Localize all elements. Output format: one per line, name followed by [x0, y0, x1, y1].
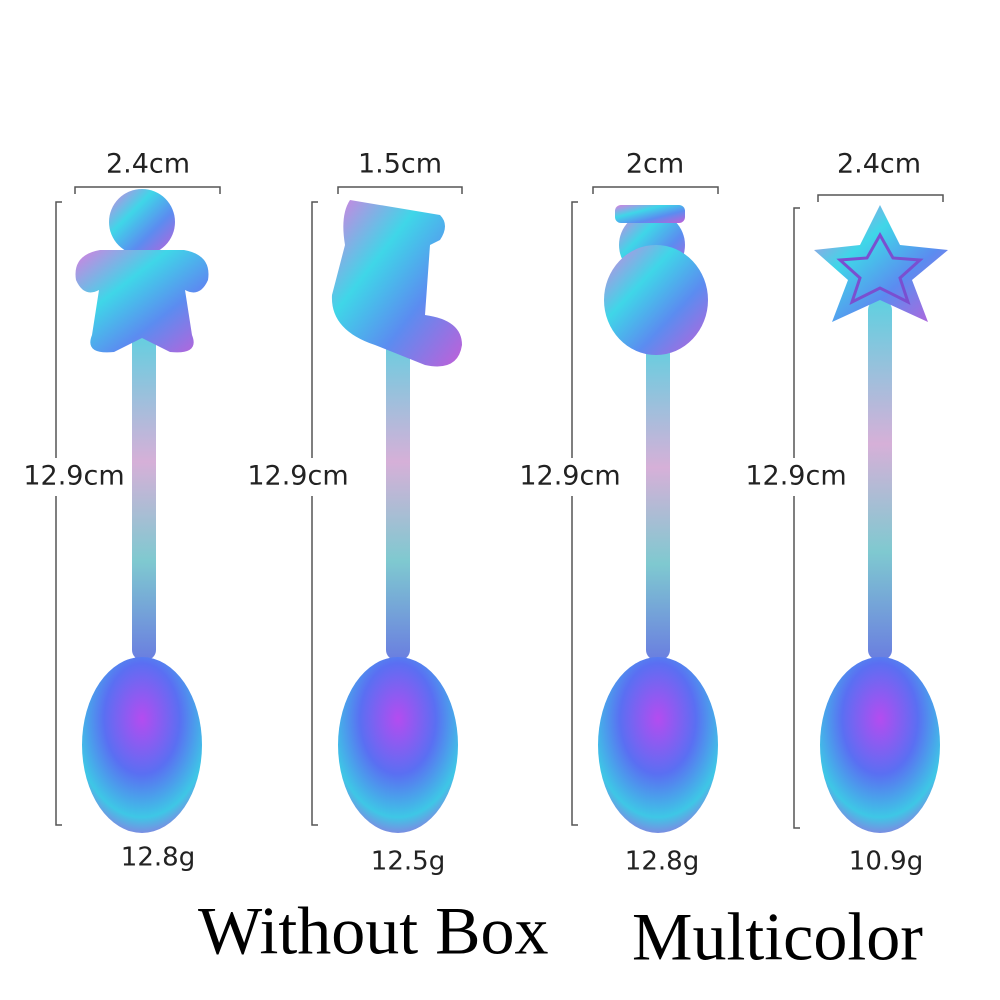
- length-label: 12.9cm: [519, 461, 620, 492]
- length-label: 12.9cm: [23, 461, 124, 492]
- width-label: 2cm: [626, 149, 684, 180]
- labels: 2.4cm 1.5cm 2cm 2.4cm 12.9cm 12.9cm 12.9…: [20, 149, 923, 975]
- spoon: [331, 200, 462, 833]
- spoon: [814, 205, 948, 833]
- weight-label: 10.9g: [849, 847, 923, 877]
- length-label: 12.9cm: [745, 461, 846, 492]
- weight-label: 12.5g: [371, 847, 445, 877]
- spoon: [75, 189, 209, 833]
- width-label: 2.4cm: [837, 149, 921, 180]
- caption-color: Multicolor: [632, 899, 923, 975]
- width-label: 1.5cm: [358, 149, 442, 180]
- spoon: [598, 205, 718, 833]
- dimension-brackets: [55, 186, 944, 829]
- caption-box: Without Box: [198, 893, 549, 969]
- width-label: 2.4cm: [106, 149, 190, 180]
- weight-label: 12.8g: [625, 847, 699, 877]
- weight-label: 12.8g: [121, 843, 195, 873]
- spoons: [75, 189, 948, 833]
- length-label: 12.9cm: [247, 461, 348, 492]
